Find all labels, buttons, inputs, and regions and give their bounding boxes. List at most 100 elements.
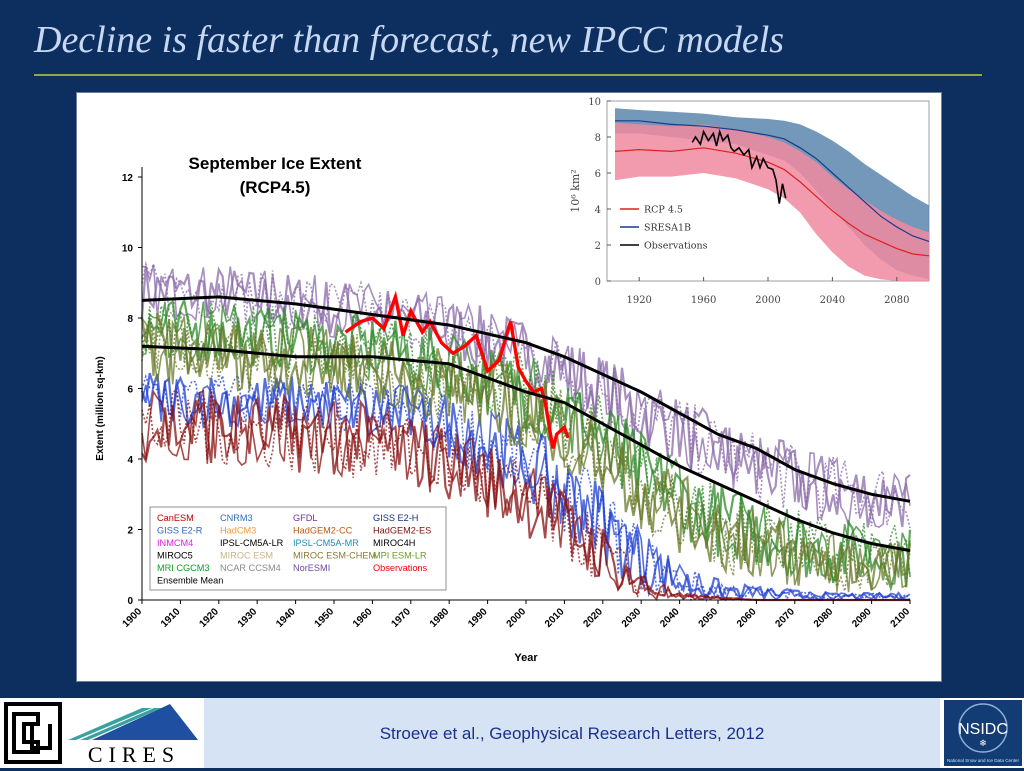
legend-entry: INMCM4 <box>157 538 193 548</box>
legend-entry: IPSL-CM5A-MR <box>293 538 359 548</box>
inset-legend-label: RCP 4.5 <box>644 205 683 216</box>
ensemble-mean-line <box>141 344 911 553</box>
legend-entry: GFDL <box>293 513 318 523</box>
model-run-line <box>141 260 911 529</box>
legend-entry: HadGEM2-ES <box>373 526 431 536</box>
x-tick-label: 2050 <box>697 606 721 630</box>
legend-entry: HadCM3 <box>220 526 256 536</box>
y-tick-label: 6 <box>127 385 133 396</box>
legend-entry: MIROC ESM-CHEM <box>293 551 376 561</box>
inset-y-tick-label: 6 <box>595 169 601 180</box>
chart-title: September Ice Extent <box>189 154 362 173</box>
x-tick-label: 2090 <box>850 606 874 630</box>
inset-series-line <box>691 128 787 204</box>
legend: CanESM CNRM3 GFDL GISS E2-H GISS E2-R HadCM3 H… <box>149 506 447 591</box>
inset-series-line <box>615 120 930 242</box>
legend-entry: Observations <box>373 563 428 573</box>
x-tick-label: 2010 <box>543 606 567 630</box>
inset-legend: RCP 4.5 SRESA1B Observations <box>620 205 708 252</box>
inset-y-tick-label: 2 <box>595 241 601 252</box>
x-tick-label: 2100 <box>889 606 913 630</box>
ensemble-mean-line <box>141 295 911 503</box>
inset-series-line <box>614 147 930 257</box>
cires-logo-icon: CIRES <box>68 704 198 766</box>
x-tick-label: 1960 <box>351 606 375 630</box>
chart-subtitle: (RCP4.5) <box>240 178 311 197</box>
inset-legend-label: Observations <box>644 241 708 252</box>
x-tick-label: 1920 <box>197 606 221 630</box>
y-tick-label: 8 <box>127 314 133 325</box>
legend-entry: GISS E2-R <box>157 526 203 536</box>
legend-entry: IPSL-CM5A-LR <box>220 538 284 548</box>
nsidc-subtitle: National Snow and Ice Data Center <box>947 758 1019 763</box>
footer-band <box>204 698 940 768</box>
nsidc-logo: NSIDC ❄ National Snow and Ice Data Cente… <box>944 700 1022 766</box>
x-axis-label: Year <box>514 652 538 664</box>
inset-x-tick-label: 1920 <box>626 295 651 306</box>
x-tick-label: 1910 <box>159 606 183 630</box>
x-tick-label: 1990 <box>466 606 490 630</box>
legend-entry: MIROC4H <box>373 538 415 548</box>
x-tick-label: 2060 <box>735 606 759 630</box>
x-tick-label: 2030 <box>620 606 644 630</box>
y-tick-label: 12 <box>122 173 134 184</box>
chart-panel: 0 2 4 6 8 10 12 1900 1910 1920 1930 1940 1950 1960 197… <box>76 92 942 682</box>
observations-line <box>344 290 570 449</box>
legend-entry: Ensemble Mean <box>157 576 223 586</box>
legend-entry: HadGEM2-CC <box>293 526 353 536</box>
inset-x-tick-label: 2080 <box>884 295 909 306</box>
legend-entry: CNRM3 <box>220 513 253 523</box>
snowflake-icon: ❄ <box>979 738 987 748</box>
inset-y-tick-label: 10 <box>588 97 601 108</box>
inset-y-axis-label: 10⁶ km² <box>569 169 582 212</box>
inset-range-band <box>615 122 929 281</box>
inset-y-tick-label: 8 <box>595 133 601 144</box>
inset-x-tick-label: 2040 <box>820 295 845 306</box>
y-axis-label: Extent (million sq-km) <box>95 356 106 460</box>
y-tick-label: 2 <box>127 526 133 537</box>
inset-legend-label: SRESA1B <box>644 223 691 234</box>
model-run-line <box>141 300 911 584</box>
legend-entry: MPI ESM-LR <box>373 551 427 561</box>
x-tick-label: 2070 <box>773 606 797 630</box>
model-run-line <box>141 264 911 528</box>
model-run-line <box>141 373 911 602</box>
y-tick-label: 10 <box>122 244 134 255</box>
cires-wordmark: CIRES <box>88 742 180 766</box>
x-tick-label: 2080 <box>812 606 836 630</box>
inset-y-tick-label: 0 <box>595 277 601 288</box>
chart-svg: 0 2 4 6 8 10 12 1900 1910 1920 1930 1940 1950 1960 197… <box>95 93 941 664</box>
nsidc-wordmark: NSIDC <box>958 721 1008 738</box>
x-tick-label: 1930 <box>236 606 260 630</box>
model-spread-group <box>140 260 912 603</box>
y-tick-label: 0 <box>127 596 133 607</box>
inset-x-tick-label: 2000 <box>755 295 780 306</box>
model-run-line <box>141 318 911 592</box>
legend-entry: CanESM <box>157 513 194 523</box>
x-tick-label: 2000 <box>505 606 529 630</box>
model-run-line <box>141 316 911 593</box>
title-rule <box>34 74 982 76</box>
legend-entry: GISS E2-H <box>373 513 418 523</box>
nsidc-logo-icon: NSIDC ❄ National Snow and Ice Data Cente… <box>947 703 1019 763</box>
x-tick-label: 2040 <box>658 606 682 630</box>
citation: Stroeve et al., Geophysical Research Let… <box>379 724 765 743</box>
legend-entry: MIROC5 <box>157 551 193 561</box>
x-tick-label: 1950 <box>313 606 337 630</box>
cu-logo-icon <box>4 702 62 764</box>
x-tick-label: 2020 <box>581 606 605 630</box>
model-run-line <box>140 312 912 591</box>
y-tick-label: 4 <box>127 455 133 466</box>
slide-title: Decline is faster than forecast, new IPC… <box>34 19 785 61</box>
x-tick-label: 1980 <box>428 606 452 630</box>
x-tick-label: 1940 <box>274 606 298 630</box>
inset-y-tick-label: 4 <box>595 205 601 216</box>
inset-x-tick-label: 1960 <box>691 295 716 306</box>
legend-entry: MRI CGCM3 <box>157 563 210 573</box>
x-tick-label: 1900 <box>121 606 145 630</box>
legend-entry: NCAR CCSM4 <box>220 563 281 573</box>
legend-box <box>149 506 447 591</box>
x-tick-label: 1970 <box>389 606 413 630</box>
legend-entry: NorESMI <box>293 563 330 573</box>
legend-entry: MIROC ESM <box>220 551 273 561</box>
